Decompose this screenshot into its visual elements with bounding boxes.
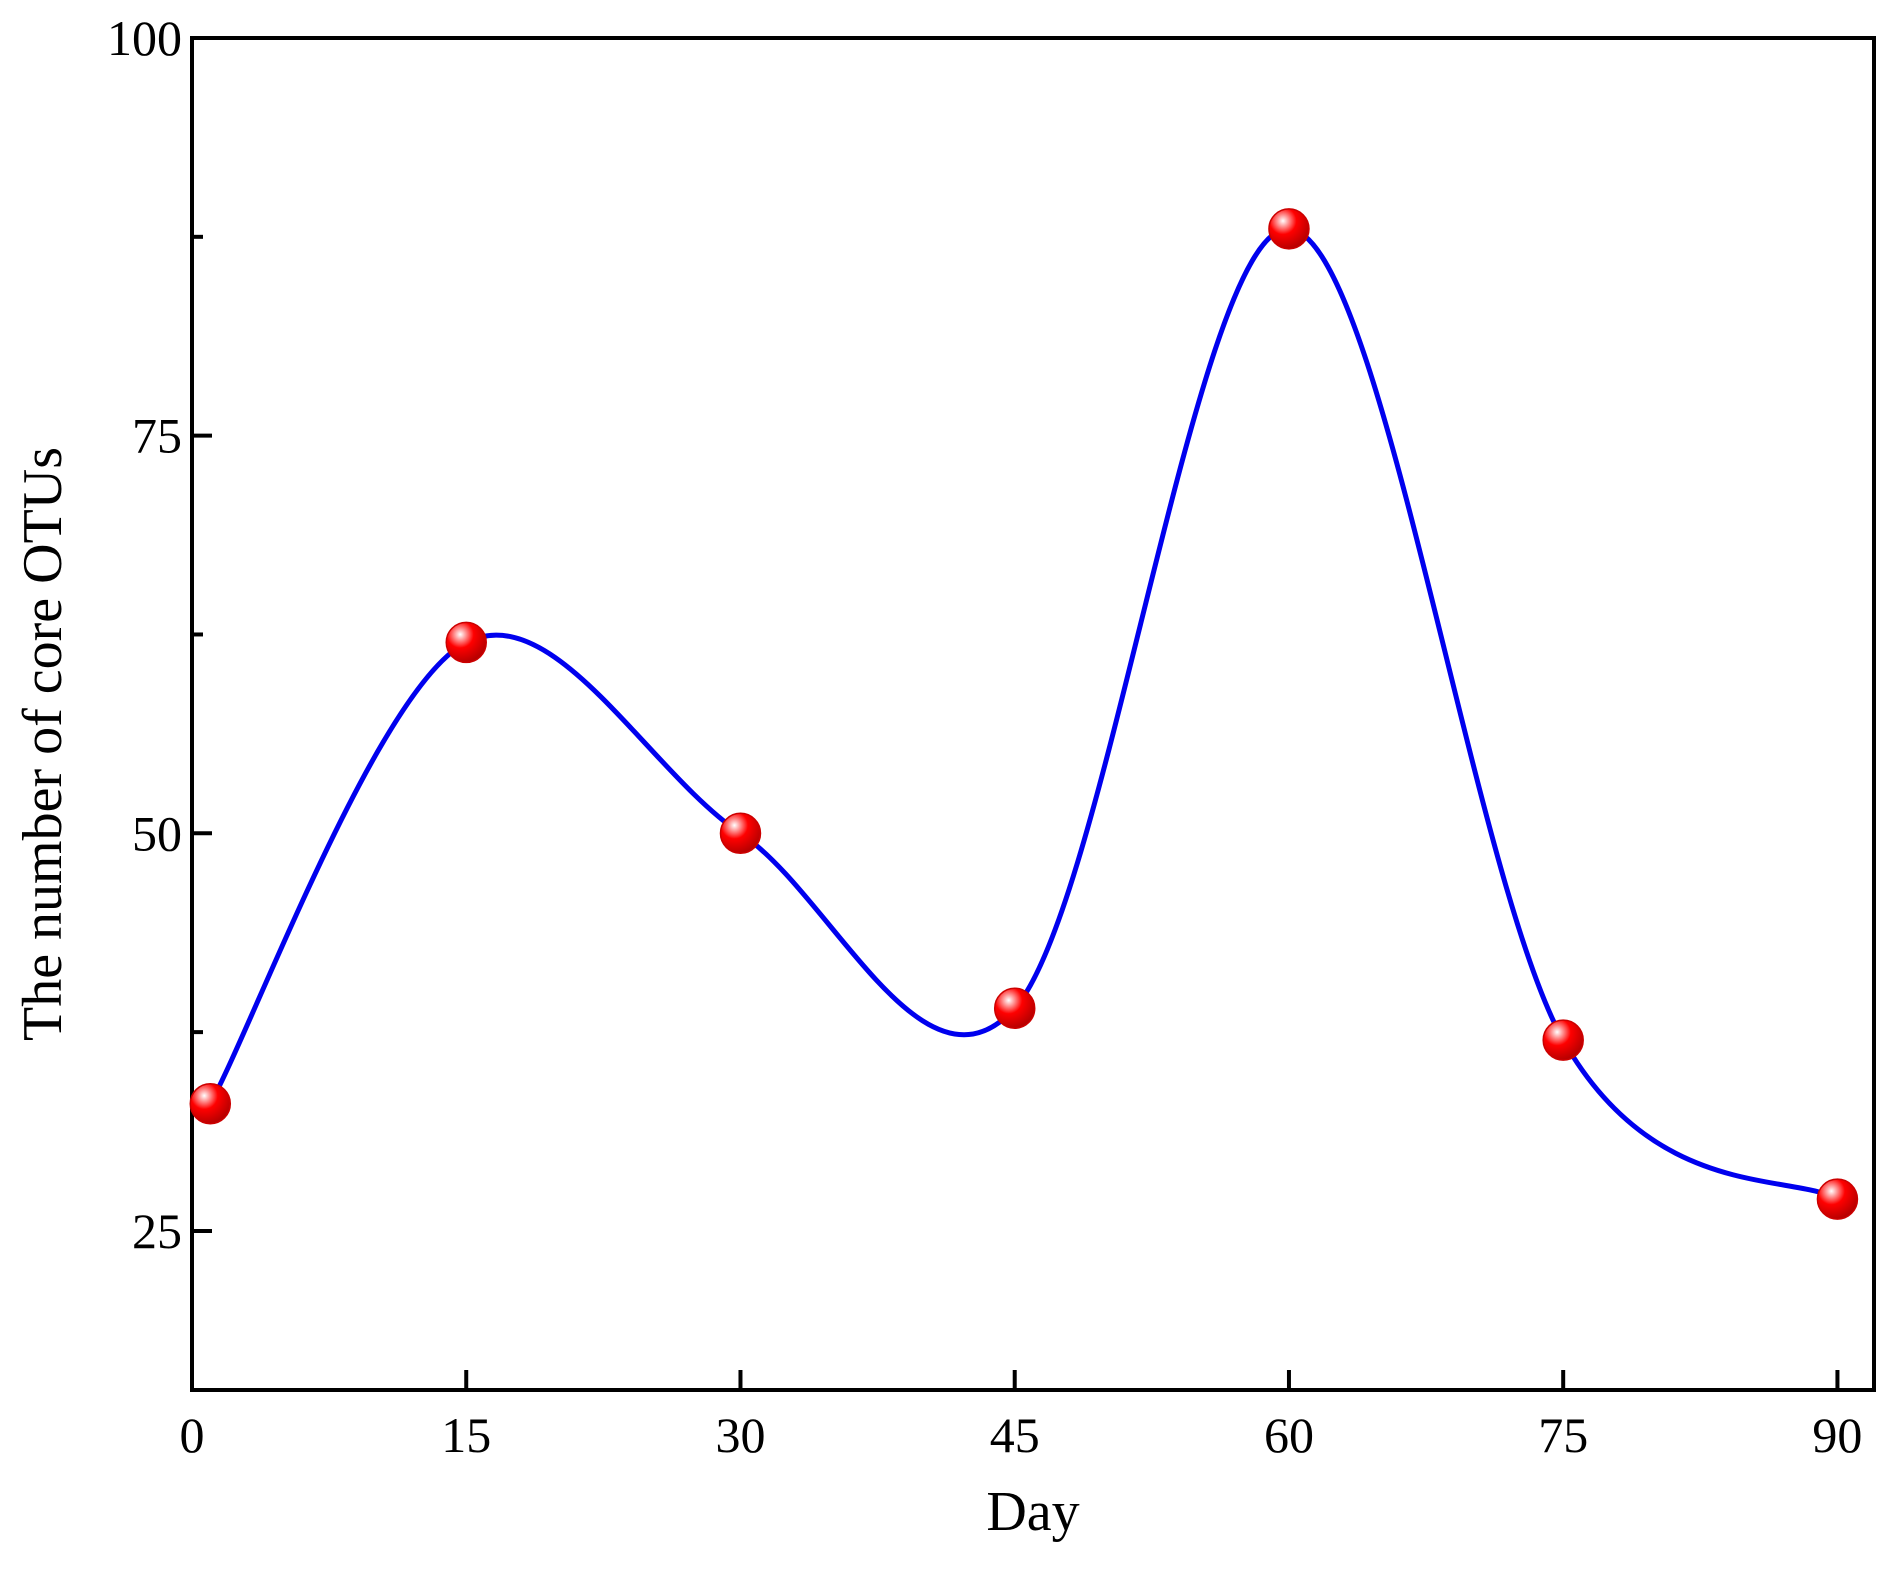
x-axis-title: Day bbox=[986, 1481, 1079, 1543]
data-point bbox=[189, 1082, 232, 1125]
data-point bbox=[445, 621, 487, 664]
y-axis-title: The number of core OTUs bbox=[12, 447, 74, 1041]
x-axis: 0 15 30 45 60 75 90 bbox=[180, 1370, 1862, 1463]
data-point bbox=[993, 987, 1036, 1030]
y-tick-label: 75 bbox=[132, 408, 182, 464]
x-tick-label: 30 bbox=[715, 1407, 765, 1463]
x-tick-label: 90 bbox=[1812, 1407, 1862, 1463]
data-markers bbox=[189, 208, 1859, 1220]
y-tick-label: 25 bbox=[132, 1203, 182, 1259]
x-tick-label: 15 bbox=[441, 1407, 491, 1463]
x-tick-label: 45 bbox=[990, 1407, 1040, 1463]
data-point bbox=[719, 812, 762, 855]
series-line bbox=[208, 226, 1839, 1202]
y-tick-label: 50 bbox=[132, 805, 182, 861]
y-tick-label: 100 bbox=[107, 10, 182, 66]
plot-frame bbox=[190, 36, 1876, 1392]
x-tick-label: 0 bbox=[180, 1407, 205, 1463]
x-tick-label: 60 bbox=[1264, 1407, 1314, 1463]
data-point bbox=[1816, 1178, 1859, 1220]
y-axis: 25 50 75 100 bbox=[107, 10, 212, 1259]
data-point bbox=[1542, 1019, 1584, 1061]
x-tick-label: 75 bbox=[1538, 1407, 1588, 1463]
data-point bbox=[1268, 208, 1310, 250]
